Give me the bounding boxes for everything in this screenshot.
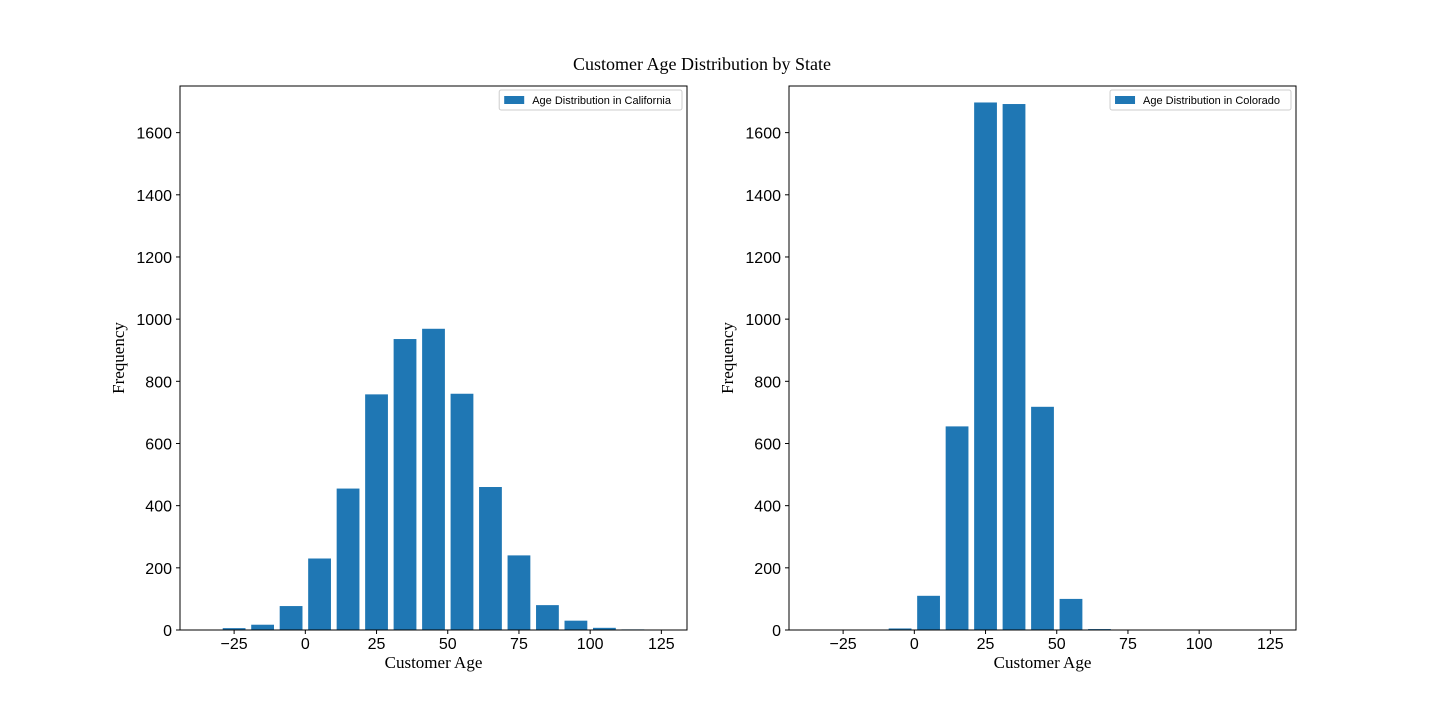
x-axis-label-0: Customer Age <box>385 653 483 672</box>
bar-0-0-13 <box>593 627 616 630</box>
bar-1-0-2 <box>945 426 969 630</box>
x-tick-label-0-5: 100 <box>577 636 604 653</box>
bar-1-0-0 <box>888 628 912 630</box>
bar-0-0-9 <box>479 487 502 630</box>
x-tick-label-0-4: 75 <box>510 636 528 653</box>
bar-0-0-5 <box>365 394 388 630</box>
bar-0-0-0 <box>222 628 246 630</box>
bar-0-0-10 <box>507 555 531 630</box>
y-tick-label-1-3: 600 <box>754 436 781 453</box>
y-tick-label-0-4: 800 <box>145 374 172 391</box>
bar-0-0-7 <box>422 328 445 630</box>
x-tick-label-1-6: 125 <box>1257 636 1284 653</box>
y-tick-label-1-5: 1000 <box>745 312 781 329</box>
legend-label-1: Age Distribution in Colorado <box>1143 95 1280 107</box>
y-tick-label-1-4: 800 <box>754 374 781 391</box>
x-tick-label-1-4: 75 <box>1119 636 1137 653</box>
y-tick-label-1-1: 200 <box>754 561 781 578</box>
y-axis-label-1: Frequency <box>718 322 737 394</box>
bar-0-0-6 <box>393 339 417 630</box>
y-tick-label-0-8: 1600 <box>136 126 172 143</box>
axes-frame-1 <box>788 85 1297 631</box>
y-tick-label-0-2: 400 <box>145 499 172 516</box>
x-axis-label-1: Customer Age <box>994 653 1092 672</box>
x-tick-label-1-3: 50 <box>1048 636 1066 653</box>
x-tick-label-1-1: 0 <box>910 636 919 653</box>
x-tick-label-1-0: −25 <box>830 636 857 653</box>
y-axis-label-0: Frequency <box>109 322 128 394</box>
bar-1-0-6 <box>1059 598 1083 630</box>
bar-0-0-11 <box>536 605 559 630</box>
x-tick-label-0-2: 25 <box>368 636 386 653</box>
bar-0-0-2 <box>279 606 303 630</box>
legend-label-0: Age Distribution in California <box>532 95 672 107</box>
chart-panel-colorado: −25 0 25 50 75 100 125 0 200 400 600 800 1000 1200 140… <box>718 85 1297 672</box>
y-tick-label-1-7: 1400 <box>745 188 781 205</box>
legend-1: Age Distribution in Colorado <box>1109 89 1292 111</box>
x-tick-label-0-0: −25 <box>221 636 248 653</box>
figure-title: Customer Age Distribution by State <box>573 54 831 74</box>
y-tick-label-1-2: 400 <box>754 499 781 516</box>
bar-1-0-4 <box>1002 104 1026 630</box>
bar-1-0-5 <box>1031 406 1054 630</box>
x-tick-label-1-2: 25 <box>977 636 995 653</box>
y-tick-label-0-7: 1400 <box>136 188 172 205</box>
bar-0-0-4 <box>336 488 360 630</box>
x-tick-label-0-3: 50 <box>439 636 457 653</box>
y-tick-label-1-8: 1600 <box>745 126 781 143</box>
axes-frame-0 <box>179 85 688 631</box>
bar-1-0-3 <box>974 102 997 631</box>
bar-0-0-8 <box>450 393 474 630</box>
bar-0-0-1 <box>251 624 274 630</box>
bar-0-0-3 <box>308 558 331 630</box>
y-tick-label-1-0: 0 <box>772 623 781 640</box>
legend-swatch-0 <box>504 96 525 104</box>
bar-1-0-1 <box>917 595 940 630</box>
x-tick-label-1-5: 100 <box>1186 636 1213 653</box>
y-tick-label-0-5: 1000 <box>136 312 172 329</box>
y-tick-label-0-6: 1200 <box>136 250 172 267</box>
y-tick-label-0-0: 0 <box>163 623 172 640</box>
bar-0-0-12 <box>564 620 588 630</box>
legend-box-0 <box>498 89 683 111</box>
legend-swatch-1 <box>1115 96 1136 104</box>
x-tick-label-0-1: 0 <box>301 636 310 653</box>
y-tick-label-1-6: 1200 <box>745 250 781 267</box>
legend-0: Age Distribution in California <box>498 89 683 111</box>
y-tick-label-0-3: 600 <box>145 436 172 453</box>
x-tick-label-0-6: 125 <box>648 636 675 653</box>
y-tick-label-0-1: 200 <box>145 561 172 578</box>
legend-box-1 <box>1109 89 1292 111</box>
chart-panel-california: −25 0 25 50 75 100 125 0 200 400 600 800 1000 1200 140… <box>109 85 688 672</box>
